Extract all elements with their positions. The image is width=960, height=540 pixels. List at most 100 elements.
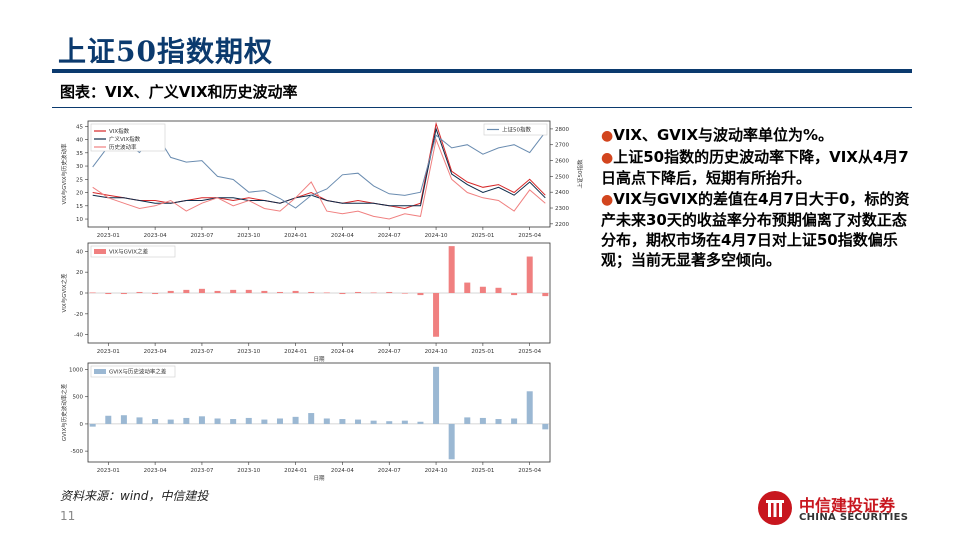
series-line	[92, 127, 546, 207]
x-tick-label: 2024-01	[284, 468, 307, 474]
y-tick-label: 30	[76, 164, 83, 170]
logo-name-en: CHINA SECURITIES	[799, 512, 909, 523]
plot-frame	[87, 120, 551, 228]
y2-tick-label: 2700	[555, 143, 569, 149]
bullet-text: VIX、GVIX与波动率单位为%。	[613, 126, 834, 144]
data-bar	[245, 289, 252, 293]
y-tick-label: 0	[80, 422, 84, 428]
x-tick-label: 2023-07	[190, 468, 213, 474]
data-bar	[136, 417, 143, 424]
x-tick-label: 2024-04	[331, 349, 354, 355]
legend-label: 上证50指数	[502, 126, 531, 134]
x-tick-label: 2025-04	[518, 233, 541, 239]
data-bar	[542, 293, 549, 297]
x-tick-label: 2024-10	[425, 233, 448, 239]
bullet-dot-icon: ●	[601, 128, 614, 144]
data-bar	[308, 413, 315, 424]
data-bar	[433, 366, 440, 424]
legend-box	[483, 123, 548, 136]
data-bar	[401, 293, 408, 294]
data-bar	[417, 293, 424, 296]
data-bar	[89, 423, 96, 427]
plot-frame	[87, 362, 551, 463]
x-tick-label: 2023-04	[144, 468, 167, 474]
data-bar	[448, 423, 455, 460]
data-bar	[261, 290, 268, 293]
data-bar	[464, 417, 471, 424]
x-tick-label: 2023-04	[144, 233, 167, 239]
legend-swatch	[94, 249, 106, 254]
data-bar	[433, 293, 440, 337]
data-bar	[355, 291, 362, 293]
data-bar	[339, 419, 346, 424]
data-bar	[292, 416, 299, 424]
legend-label: 广义VIX指数	[109, 135, 141, 143]
data-bar	[323, 292, 330, 294]
x-tick-label: 2023-10	[237, 349, 260, 355]
data-bar	[339, 293, 346, 295]
data-bar	[448, 246, 455, 293]
data-bar	[120, 293, 127, 295]
data-bar	[526, 391, 533, 424]
data-bar	[386, 291, 393, 293]
data-bar	[245, 417, 252, 424]
series-line	[92, 137, 546, 220]
data-bar	[89, 292, 96, 294]
data-bar	[526, 256, 533, 293]
x-tick-label: 2024-07	[378, 468, 401, 474]
y2-tick-label: 2400	[555, 190, 569, 196]
data-bar	[152, 293, 159, 295]
bullet-dot-icon: ●	[601, 150, 614, 166]
x-tick-label: 2024-01	[284, 233, 307, 239]
y-tick-label: 10	[76, 217, 83, 223]
page-title: 上证50指数期权	[58, 35, 273, 68]
bullet-dot-icon: ●	[601, 192, 614, 208]
x-axis-label: 日期	[313, 356, 325, 363]
data-bar	[511, 418, 518, 424]
data-bar	[292, 290, 299, 293]
data-bar	[464, 282, 471, 293]
y-tick-label: 25	[76, 177, 83, 183]
legend-label: VIX指数	[109, 127, 130, 135]
data-bar	[495, 419, 502, 424]
data-bar	[183, 289, 190, 293]
data-bar	[230, 419, 237, 424]
y-tick-label: 20	[76, 191, 83, 197]
data-bar	[479, 286, 486, 293]
legend-box	[90, 245, 176, 258]
y-axis-label: GVIX与历史波动率之差	[60, 383, 68, 441]
x-tick-label: 2024-01	[284, 349, 307, 355]
logo-emblem-icon	[758, 491, 792, 525]
y2-tick-label: 2500	[555, 174, 569, 180]
legend-right: 上证50指数	[483, 123, 548, 136]
legend-label: GVIX与历史波动率之差	[109, 368, 167, 376]
y-tick-label: -40	[74, 333, 83, 339]
data-bar	[370, 420, 377, 424]
company-logo: 中信建投证券 CHINA SECURITIES	[757, 490, 917, 526]
data-bar	[495, 287, 502, 293]
data-bar	[183, 417, 190, 424]
data-bar	[401, 420, 408, 424]
x-tick-label: 2024-10	[425, 349, 448, 355]
data-bar	[308, 291, 315, 293]
data-bar	[105, 293, 112, 295]
data-bar	[276, 418, 283, 424]
title-divider	[52, 69, 912, 73]
x-tick-label: 2025-04	[518, 349, 541, 355]
x-tick-label: 2024-07	[378, 233, 401, 239]
data-bar	[167, 290, 174, 293]
data-bar	[214, 418, 221, 424]
data-bar	[230, 289, 237, 293]
bullet-text: 上证50指数的历史波动率下降，VIX从4月7日高点下降后，短期有所抬升。	[601, 148, 909, 187]
x-tick-label: 2023-07	[190, 349, 213, 355]
source-note: 资料来源：wind，中信建投	[60, 489, 209, 503]
data-bar	[105, 415, 112, 424]
data-bar	[417, 421, 424, 424]
chart-gvix-hv-diff: 2023-01 2023-04 2023-07 2023-10 2024-01 2024-…	[60, 362, 551, 482]
chart-vix-gvix-diff: 2023-01 2023-04 2023-07 2023-10 2024-01 2024-…	[60, 242, 551, 363]
y-tick-label: 15	[76, 204, 83, 210]
x-tick-label: 2023-10	[237, 233, 260, 239]
y-tick-label: 20	[76, 270, 83, 276]
series-line	[92, 131, 546, 209]
